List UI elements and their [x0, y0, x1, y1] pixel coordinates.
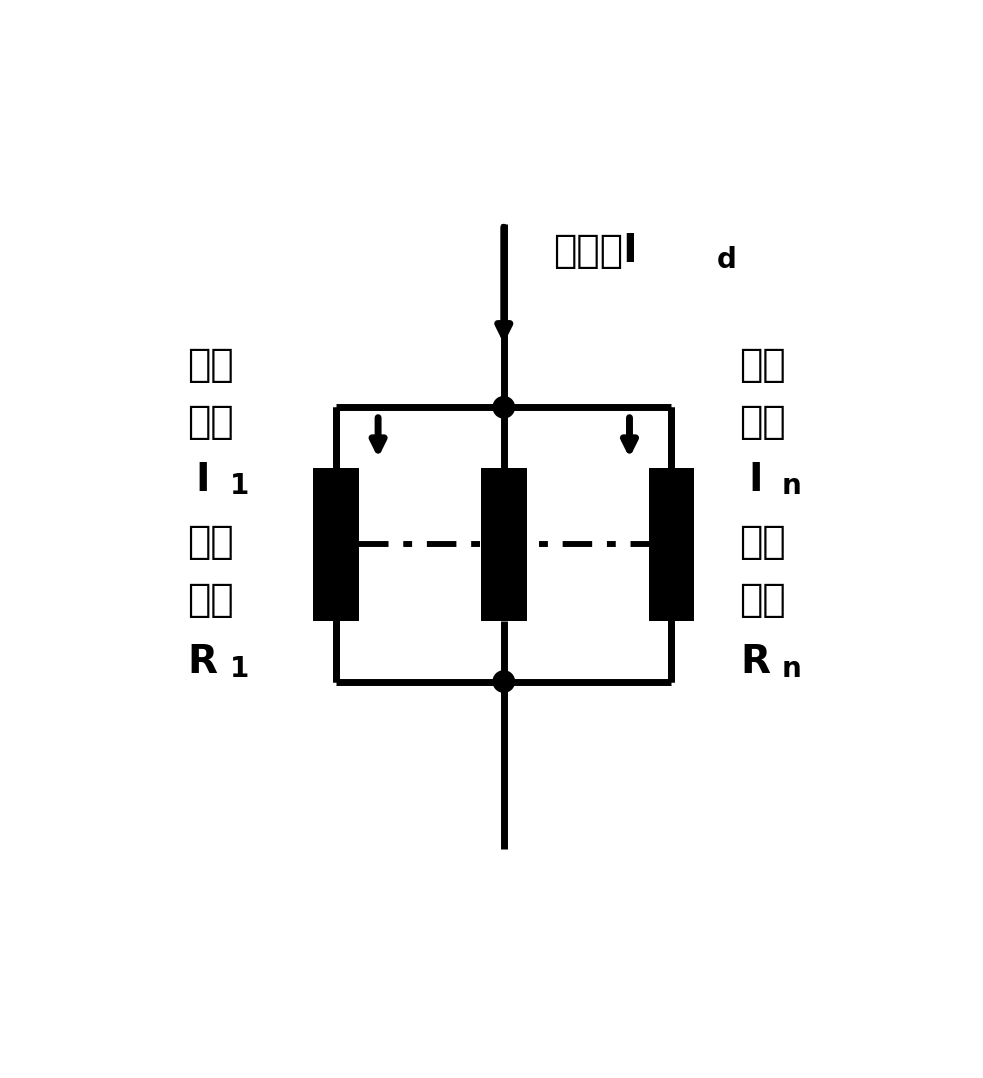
Bar	[649, 468, 694, 621]
Text: 损耗: 损耗	[739, 524, 786, 562]
Text: 损耗: 损耗	[187, 524, 234, 562]
Text: I: I	[748, 460, 763, 499]
Text: R: R	[740, 644, 771, 681]
Text: 阻抗: 阻抗	[187, 581, 234, 619]
Bar	[314, 468, 359, 621]
Text: 电流: 电流	[187, 403, 234, 442]
Text: 电流: 电流	[739, 403, 786, 442]
Text: 阻抗: 阻抗	[739, 581, 786, 619]
Text: 漏源: 漏源	[739, 346, 786, 385]
Circle shape	[493, 397, 514, 418]
Text: I: I	[196, 460, 210, 499]
Text: 1: 1	[230, 472, 249, 500]
Text: 1: 1	[230, 654, 249, 682]
Text: d: d	[717, 246, 737, 274]
Text: 漏源: 漏源	[187, 346, 234, 385]
Text: n: n	[781, 654, 801, 682]
Bar	[481, 468, 527, 621]
Text: R: R	[188, 644, 218, 681]
Text: 总电流I: 总电流I	[553, 232, 638, 271]
Text: n: n	[781, 472, 801, 500]
Circle shape	[493, 671, 514, 692]
